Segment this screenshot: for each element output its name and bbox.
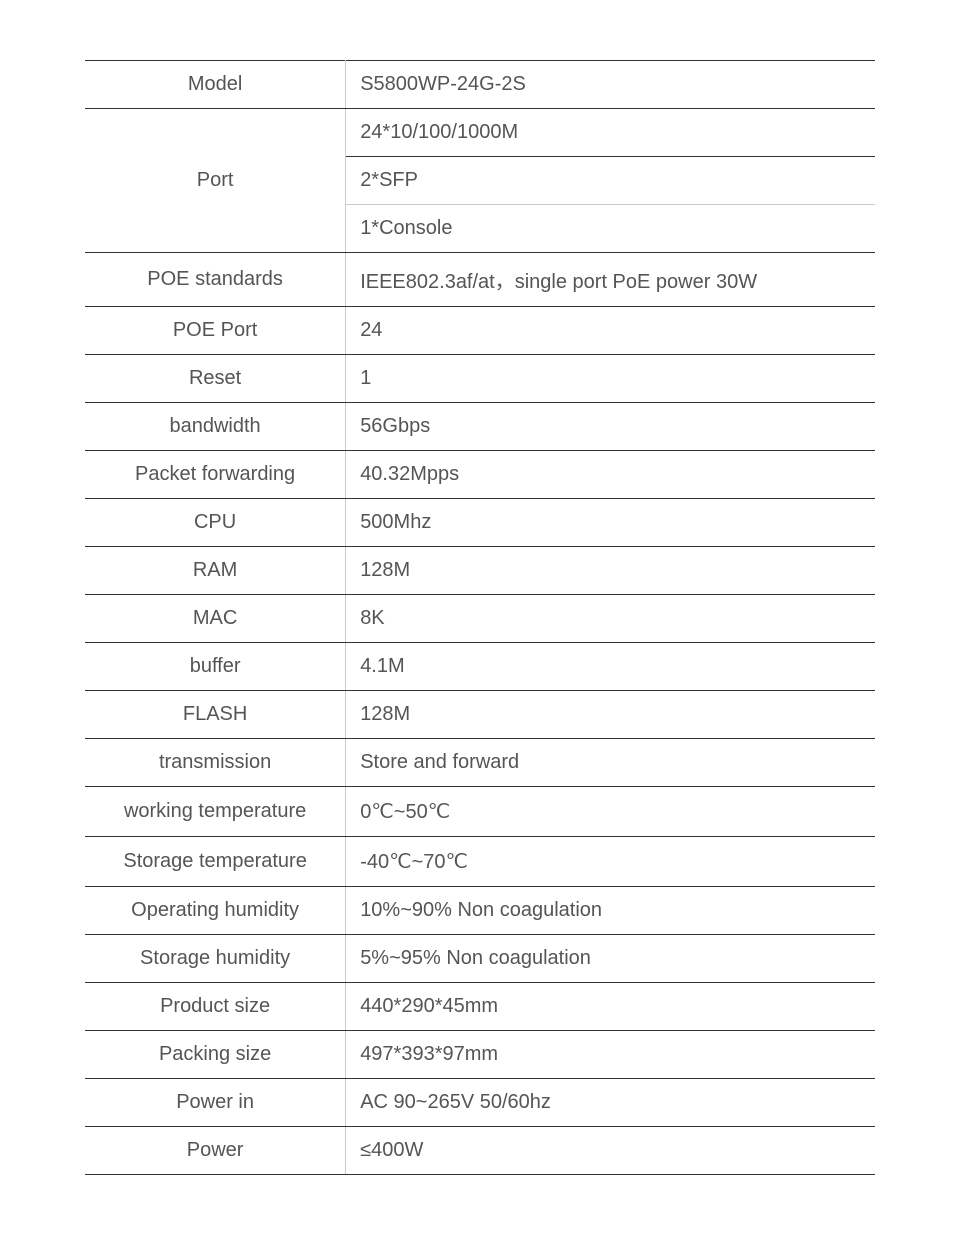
- table-row: RAM 128M: [85, 547, 875, 595]
- spec-label: Port: [85, 109, 346, 253]
- table-row: FLASH 128M: [85, 691, 875, 739]
- spec-value: 128M: [346, 547, 875, 595]
- table-row: Operating humidity 10%~90% Non coagulati…: [85, 887, 875, 935]
- spec-label: POE standards: [85, 253, 346, 307]
- spec-label: working temperature: [85, 787, 346, 837]
- spec-value: 4.1M: [346, 643, 875, 691]
- spec-value: 5%~95% Non coagulation: [346, 935, 875, 983]
- table-row: Reset 1: [85, 355, 875, 403]
- spec-label: Storage humidity: [85, 935, 346, 983]
- table-row: Power ≤400W: [85, 1127, 875, 1175]
- table-row: bandwidth 56Gbps: [85, 403, 875, 451]
- spec-value: 0℃~50℃: [346, 787, 875, 837]
- table-row: POE standards IEEE802.3af/at，single port…: [85, 253, 875, 307]
- spec-label: Packing size: [85, 1031, 346, 1079]
- spec-label: Model: [85, 61, 346, 109]
- table-row: Storage temperature -40℃~70℃: [85, 837, 875, 887]
- spec-value: 497*393*97mm: [346, 1031, 875, 1079]
- table-row: Model S5800WP-24G-2S: [85, 61, 875, 109]
- spec-value: AC 90~265V 50/60hz: [346, 1079, 875, 1127]
- spec-value: 40.32Mpps: [346, 451, 875, 499]
- spec-value: Store and forward: [346, 739, 875, 787]
- spec-label: POE Port: [85, 307, 346, 355]
- table-row: Storage humidity 5%~95% Non coagulation: [85, 935, 875, 983]
- table-row: Packet forwarding 40.32Mpps: [85, 451, 875, 499]
- spec-value: 2*SFP: [346, 157, 875, 205]
- table-row: buffer 4.1M: [85, 643, 875, 691]
- table-row: working temperature 0℃~50℃: [85, 787, 875, 837]
- spec-value: 440*290*45mm: [346, 983, 875, 1031]
- spec-label: bandwidth: [85, 403, 346, 451]
- table-row: MAC 8K: [85, 595, 875, 643]
- table-row: Packing size 497*393*97mm: [85, 1031, 875, 1079]
- spec-label: CPU: [85, 499, 346, 547]
- table-row: transmission Store and forward: [85, 739, 875, 787]
- spec-value: S5800WP-24G-2S: [346, 61, 875, 109]
- spec-label: transmission: [85, 739, 346, 787]
- spec-label: MAC: [85, 595, 346, 643]
- table-row: Product size 440*290*45mm: [85, 983, 875, 1031]
- spec-value: 24: [346, 307, 875, 355]
- spec-label: Product size: [85, 983, 346, 1031]
- spec-label: buffer: [85, 643, 346, 691]
- spec-label: Packet forwarding: [85, 451, 346, 499]
- spec-label: Operating humidity: [85, 887, 346, 935]
- spec-table-body: Model S5800WP-24G-2S Port 24*10/100/1000…: [85, 61, 875, 1175]
- table-row: CPU 500Mhz: [85, 499, 875, 547]
- spec-value: 56Gbps: [346, 403, 875, 451]
- spec-value: 10%~90% Non coagulation: [346, 887, 875, 935]
- table-row: Power in AC 90~265V 50/60hz: [85, 1079, 875, 1127]
- spec-label: Reset: [85, 355, 346, 403]
- spec-value: ≤400W: [346, 1127, 875, 1175]
- spec-value: 1: [346, 355, 875, 403]
- spec-value: 500Mhz: [346, 499, 875, 547]
- spec-label: Power: [85, 1127, 346, 1175]
- spec-label: RAM: [85, 547, 346, 595]
- spec-value: 24*10/100/1000M: [346, 109, 875, 157]
- table-row: Port 24*10/100/1000M: [85, 109, 875, 157]
- spec-label: FLASH: [85, 691, 346, 739]
- spec-value: -40℃~70℃: [346, 837, 875, 887]
- spec-label: Power in: [85, 1079, 346, 1127]
- spec-label: Storage temperature: [85, 837, 346, 887]
- spec-value: IEEE802.3af/at，single port PoE power 30W: [346, 253, 875, 307]
- spec-value: 128M: [346, 691, 875, 739]
- spec-value: 1*Console: [346, 205, 875, 253]
- spec-value: 8K: [346, 595, 875, 643]
- table-row: POE Port 24: [85, 307, 875, 355]
- specification-table: Model S5800WP-24G-2S Port 24*10/100/1000…: [85, 60, 875, 1175]
